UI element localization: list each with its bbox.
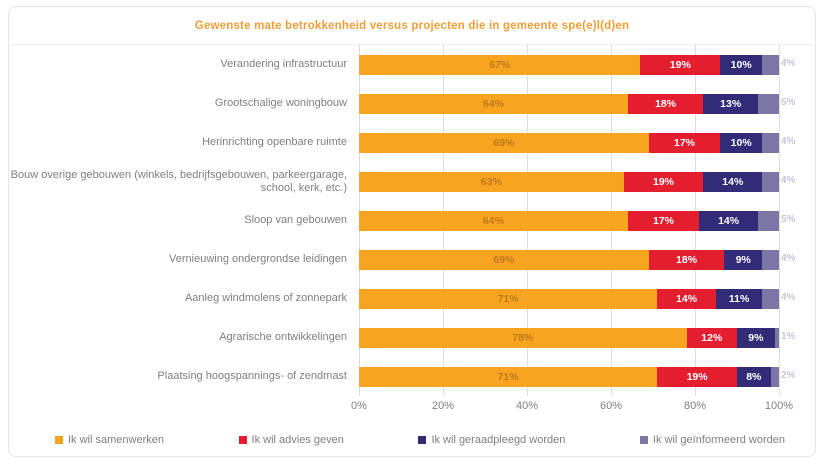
bar-row: Agrarische ontwikkelingen 78% 12% 9% 1% <box>9 318 815 357</box>
bar-row: Bouw overige gebouwen (winkels, bedrijfs… <box>9 162 815 201</box>
category-label: Vernieuwing ondergrondse leidingen <box>169 253 347 266</box>
bar-segment-4-label: 5% <box>781 213 796 225</box>
bar-segment-1: 71% <box>359 366 658 387</box>
bar-segment-3: 9% <box>724 249 763 270</box>
bar-segment-4-label: 1% <box>781 330 796 342</box>
legend-item: Ik wil geraadpleegd worden <box>418 434 565 446</box>
category-label: Sloop van gebouwen <box>244 214 347 227</box>
x-tick-label: 20% <box>431 400 455 412</box>
bar-segment-2: 18% <box>648 249 725 270</box>
x-axis: 0% 20% 40% 60% 80% 100% <box>351 396 793 416</box>
legend-swatch-icon <box>238 436 247 444</box>
bar-segment-2: 14% <box>657 288 716 309</box>
bar-segment-1: 71% <box>359 288 658 309</box>
legend-swatch-icon <box>55 436 63 444</box>
stacked-bar: 67% 19% 10% 4% <box>359 54 795 75</box>
bar-segment-4-label: 4% <box>781 174 796 186</box>
bar-segment-4-label: 4% <box>781 252 796 264</box>
bar-segment-3: 11% <box>715 288 763 309</box>
x-tick-label: 0% <box>351 400 367 412</box>
bar-segment-1: 64% <box>359 93 628 114</box>
stacked-bar: 64% 17% 14% 5% <box>359 210 795 231</box>
bar-row: Herinrichting openbare ruimte 69% 17% 10% 4% <box>9 123 815 162</box>
legend-item: Ik wil advies geven <box>238 434 344 446</box>
bar-row: Grootschalige woningbouw 64% 18% 13% 5% <box>9 84 815 123</box>
bar-segment-3: 14% <box>699 210 758 231</box>
bar-segment-1: 67% <box>359 54 641 75</box>
legend-label: Ik wil geraadpleegd worden <box>431 434 566 446</box>
category-label: Herinrichting openbare ruimte <box>202 136 347 149</box>
bar-row: Verandering infrastructuur 67% 19% 10% 4% <box>9 45 815 84</box>
bar-segment-4 <box>774 327 779 348</box>
bar-segment-1: 78% <box>359 327 687 348</box>
bar-row: Sloop van gebouwen 64% 17% 14% 5% <box>9 201 815 240</box>
bar-segment-4-label: 4% <box>781 135 796 147</box>
bar-segment-2: 18% <box>627 93 704 114</box>
bar-row: Aanleg windmolens of zonnepark 71% 14% 11% 4… <box>9 279 815 318</box>
bar-segment-4 <box>762 171 779 192</box>
legend-label: Ik wil geïnformeerd worden <box>652 434 785 446</box>
bar-segment-4 <box>762 132 779 153</box>
stacked-bar: 69% 18% 9% 4% <box>359 249 795 270</box>
chart-title: Gewenste mate betrokkenheid versus proje… <box>194 20 630 32</box>
bar-segment-2: 12% <box>686 327 737 348</box>
bar-segment-4-label: 5% <box>781 96 796 108</box>
bar-segment-4 <box>762 54 779 75</box>
bar-segment-4-label: 2% <box>781 369 796 381</box>
bar-segment-4-label: 4% <box>781 291 796 303</box>
category-label: Grootschalige woningbouw <box>214 97 347 110</box>
stacked-bar: 64% 18% 13% 5% <box>359 93 795 114</box>
bar-segment-3: 14% <box>703 171 763 192</box>
legend: Ik wil samenwerken Ik wil advies geven Ik … <box>9 434 815 446</box>
category-label: Agrarische ontwikkelingen <box>219 331 347 344</box>
plot-area: Verandering infrastructuur 67% 19% 10% 4% Gro… <box>9 44 815 396</box>
stacked-bar: 63% 19% 14% 4% <box>359 171 795 192</box>
legend-swatch-icon <box>639 436 648 444</box>
stacked-bar: 71% 19% 8% 2% <box>359 366 795 387</box>
legend-item: Ik wil samenwerken <box>55 434 164 446</box>
bar-segment-4-label: 4% <box>781 57 796 69</box>
category-label: Plaatsing hoogspannings- of zendmast <box>157 370 347 383</box>
category-label: Verandering infrastructuur <box>220 58 347 71</box>
legend-label: Ik wil samenwerken <box>68 434 164 446</box>
bar-segment-1: 64% <box>359 210 628 231</box>
bar-row: Plaatsing hoogspannings- of zendmast 71% 1… <box>9 357 815 396</box>
x-tick-label: 60% <box>599 400 623 412</box>
x-tick-label: 40% <box>515 400 539 412</box>
bar-segment-4 <box>762 288 779 309</box>
x-tick-label: 80% <box>683 400 707 412</box>
stacked-bar: 69% 17% 10% 4% <box>359 132 795 153</box>
bar-segment-1: 69% <box>359 249 649 270</box>
bar-segment-1: 63% <box>359 171 624 192</box>
bar-segment-3: 8% <box>736 366 771 387</box>
legend-item: Ik wil geïnformeerd worden <box>639 434 785 446</box>
bar-segment-4 <box>762 249 779 270</box>
legend-label: Ik wil advies geven <box>251 434 344 446</box>
bar-row: Vernieuwing ondergrondse leidingen 69% 18%… <box>9 240 815 279</box>
category-label: Aanleg windmolens of zonnepark <box>184 292 347 305</box>
x-tick-label: 100% <box>764 400 794 412</box>
bar-segment-3: 10% <box>720 132 763 153</box>
bar-segment-4 <box>757 210 779 231</box>
chart-card: Gewenste mate betrokkenheid versus proje… <box>8 6 816 457</box>
category-label: Bouw overige gebouwen (winkels, bedrijfs… <box>10 169 347 194</box>
bar-segment-2: 19% <box>657 366 737 387</box>
bar-segment-4 <box>757 93 779 114</box>
bar-segment-3: 10% <box>720 54 763 75</box>
stacked-bar: 71% 14% 11% 4% <box>359 288 795 309</box>
bar-segment-2: 17% <box>648 132 721 153</box>
bar-segment-2: 17% <box>627 210 700 231</box>
stacked-bar: 78% 12% 9% 1% <box>359 327 795 348</box>
legend-swatch-icon <box>418 436 427 444</box>
bar-segment-4 <box>770 366 779 387</box>
bar-segment-2: 19% <box>640 54 721 75</box>
bar-segment-3: 9% <box>736 327 775 348</box>
bar-segment-3: 13% <box>703 93 758 114</box>
bar-segment-1: 69% <box>359 132 649 153</box>
bar-segment-2: 19% <box>623 171 704 192</box>
